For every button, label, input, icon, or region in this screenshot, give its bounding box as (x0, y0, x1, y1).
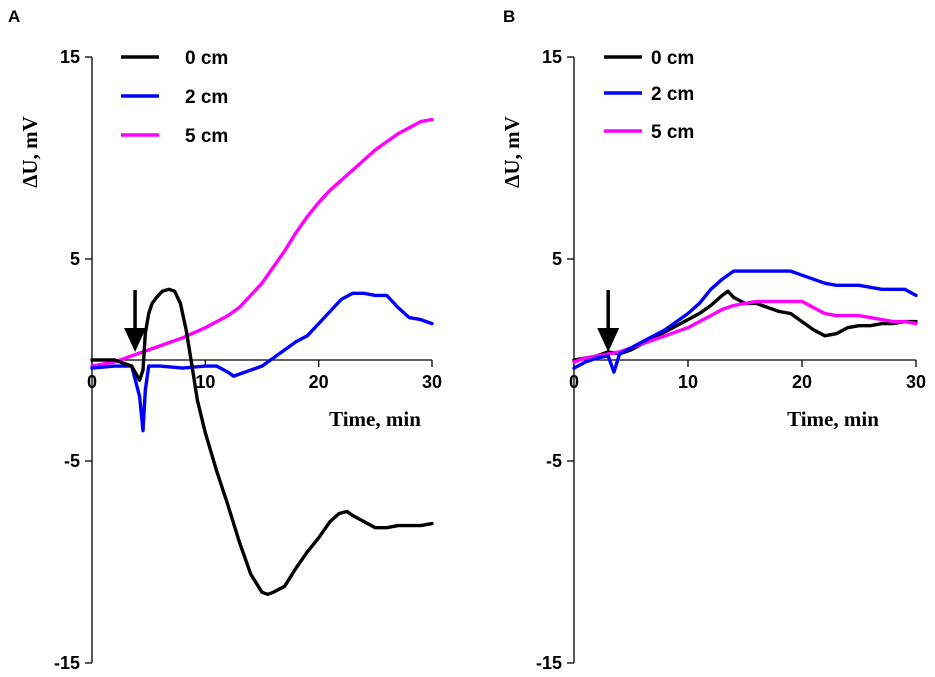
arrow-head-icon (597, 328, 620, 352)
x-tick-label: 20 (309, 372, 329, 392)
panel-b: B 15 5 -5 -15 0 10 20 30 Time, min ΔU, mV 0 cm 2 cm 5… (500, 7, 926, 673)
x-tick-label: 0 (87, 372, 97, 392)
y-tick-label: 15 (60, 47, 80, 67)
legend-label: 2 cm (651, 84, 694, 105)
x-tick-label: 30 (422, 372, 442, 392)
x-axis-title: Time, min (329, 407, 421, 431)
y-tick-label: -15 (536, 653, 562, 673)
x-tick-label: 0 (569, 372, 579, 392)
y-axis-title: ΔU, mV (18, 116, 42, 188)
x-axis-title: Time, min (787, 407, 879, 431)
legend-label: 5 cm (651, 122, 694, 143)
x-tick-label: 20 (792, 372, 812, 392)
legend-label: 5 cm (185, 126, 228, 147)
y-axis-title: ΔU, mV (500, 116, 524, 188)
series-line-0-cm (90, 287, 434, 596)
panel-label: A (8, 7, 20, 26)
legend-label: 0 cm (651, 48, 694, 69)
series-line-2-cm (90, 291, 434, 433)
legend-label: 0 cm (185, 48, 228, 69)
legend-label: 2 cm (185, 87, 228, 108)
series-line-5-cm (90, 117, 434, 368)
y-tick-label: -5 (546, 451, 562, 471)
arrow-head-icon (124, 328, 147, 352)
x-tick-label: 10 (678, 372, 698, 392)
y-tick-label: -5 (64, 451, 80, 471)
y-tick-label: 5 (70, 249, 80, 269)
y-tick-label: 5 (552, 249, 562, 269)
panel-label: B (503, 7, 515, 26)
y-tick-label: -15 (54, 653, 80, 673)
series-line-2-cm (572, 269, 918, 374)
x-tick-label: 30 (906, 372, 926, 392)
x-tick-label: 10 (195, 372, 215, 392)
y-tick-label: 15 (542, 47, 562, 67)
